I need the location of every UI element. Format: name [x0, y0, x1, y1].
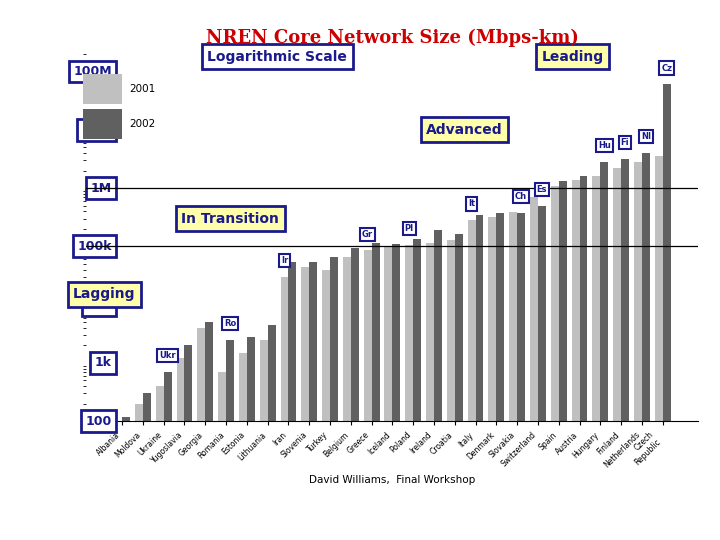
Bar — [176, 359, 184, 540]
Bar — [559, 181, 567, 540]
Bar — [426, 243, 434, 540]
Bar — [662, 84, 670, 540]
Bar — [114, 421, 122, 540]
Bar — [434, 230, 442, 540]
Bar — [551, 186, 559, 540]
Bar — [122, 416, 130, 540]
Bar — [309, 261, 317, 540]
Bar — [143, 394, 150, 540]
Text: Nl: Nl — [641, 132, 651, 141]
Text: Pl: Pl — [405, 224, 414, 233]
Text: 1M: 1M — [91, 181, 112, 194]
X-axis label: David Williams,  Final Workshop: David Williams, Final Workshop — [310, 475, 475, 485]
Text: It: It — [468, 199, 475, 208]
Text: Logarithmic Scale: Logarithmic Scale — [207, 50, 347, 64]
Text: 10k: 10k — [86, 298, 112, 311]
Text: Ro: Ro — [224, 319, 236, 328]
Text: 2001: 2001 — [130, 84, 156, 94]
Bar — [600, 162, 608, 540]
Text: 2002: 2002 — [130, 119, 156, 129]
Text: In Transition: In Transition — [181, 212, 279, 226]
Bar — [476, 215, 483, 540]
Text: 1k: 1k — [95, 356, 112, 369]
Bar — [239, 353, 247, 540]
Bar — [572, 180, 580, 540]
Bar — [364, 251, 372, 540]
Bar — [488, 217, 496, 540]
Bar — [384, 246, 392, 540]
Bar — [642, 153, 649, 540]
Bar — [156, 386, 163, 540]
Bar — [654, 157, 662, 540]
Text: 100k: 100k — [77, 240, 112, 253]
Text: Fi: Fi — [621, 138, 629, 147]
Bar — [517, 213, 525, 540]
Bar — [447, 240, 455, 540]
Bar — [593, 176, 600, 540]
Bar — [468, 220, 476, 540]
Bar — [268, 325, 276, 540]
Bar — [260, 340, 268, 540]
Bar — [330, 257, 338, 540]
Bar — [322, 269, 330, 540]
Bar — [496, 213, 504, 540]
Bar — [530, 197, 538, 540]
Bar — [613, 168, 621, 540]
Bar — [538, 206, 546, 540]
Text: 10M: 10M — [82, 123, 112, 136]
Text: Leading: Leading — [541, 50, 603, 64]
Text: Ir: Ir — [281, 256, 288, 265]
Bar — [135, 404, 143, 540]
Bar — [580, 176, 588, 540]
Text: Lagging: Lagging — [73, 287, 135, 301]
Bar — [289, 261, 297, 540]
Bar — [163, 372, 171, 540]
Bar — [372, 243, 379, 540]
Text: Es: Es — [536, 185, 547, 194]
Title: NREN Core Network Size (Mbps-km): NREN Core Network Size (Mbps-km) — [206, 29, 579, 47]
Text: Gr: Gr — [362, 230, 373, 239]
Bar — [218, 372, 226, 540]
Bar — [621, 159, 629, 540]
Bar — [405, 245, 413, 540]
Bar — [184, 346, 192, 540]
Bar — [509, 212, 517, 540]
Text: Hu: Hu — [598, 141, 611, 150]
Bar — [343, 257, 351, 540]
Bar — [455, 234, 463, 540]
Text: 100M: 100M — [73, 65, 112, 78]
Bar — [392, 245, 400, 540]
Bar — [634, 162, 642, 540]
Bar — [226, 340, 234, 540]
Text: Advanced: Advanced — [426, 123, 503, 137]
Text: Ukr: Ukr — [159, 351, 176, 360]
Bar — [205, 322, 213, 540]
Bar — [281, 277, 289, 540]
Text: Ch: Ch — [515, 192, 527, 201]
Bar — [197, 328, 205, 540]
Bar — [413, 239, 421, 540]
Text: 100: 100 — [86, 415, 112, 428]
Bar — [302, 267, 309, 540]
Bar — [247, 337, 255, 540]
Text: Cz: Cz — [661, 64, 672, 72]
Bar — [351, 248, 359, 540]
